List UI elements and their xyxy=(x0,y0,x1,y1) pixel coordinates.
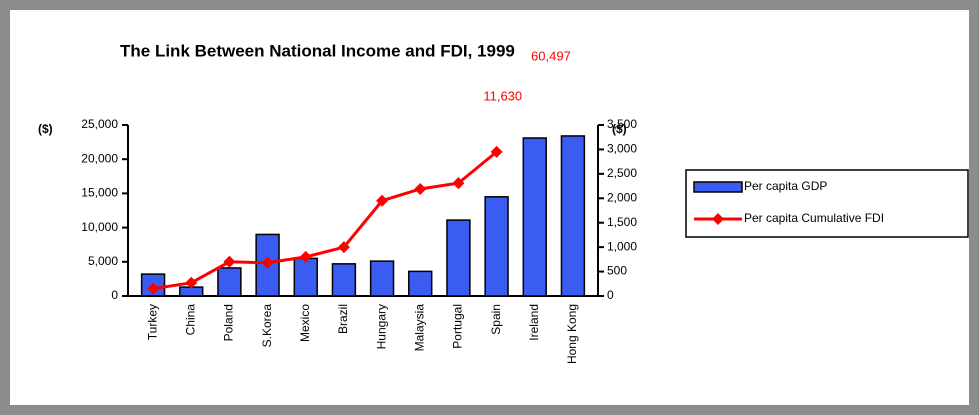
bar xyxy=(369,260,395,297)
bar xyxy=(217,267,242,297)
marker xyxy=(299,250,312,263)
x-tick-label: Mexico xyxy=(298,304,312,342)
chart-title: The Link Between National Income and FDI… xyxy=(120,41,515,60)
y2-tick-label: 500 xyxy=(607,264,627,278)
y-tick-label: 10,000 xyxy=(81,220,118,234)
marker xyxy=(337,241,350,254)
line xyxy=(152,150,498,291)
bar xyxy=(293,257,318,297)
bar xyxy=(408,270,433,297)
x-tick-label: Malaysia xyxy=(412,304,426,352)
x-tick-label: Turkey xyxy=(145,304,159,340)
y-tick-label: 25,000 xyxy=(81,117,118,131)
value-label: 60,497 xyxy=(531,48,571,63)
y2-tick-label: 3,500 xyxy=(607,117,637,131)
marker xyxy=(185,276,198,289)
legend-swatch xyxy=(693,181,743,193)
marker xyxy=(147,282,160,295)
y-tick-label: 15,000 xyxy=(81,186,118,200)
legend-marker xyxy=(712,213,724,225)
marker xyxy=(223,255,236,268)
marker xyxy=(452,177,465,190)
x-tick-label: Hong Kong xyxy=(565,304,579,364)
x-tick-label: Ireland xyxy=(527,304,541,341)
y2-tick-label: 1,500 xyxy=(607,215,637,229)
y2-tick-label: 0 xyxy=(607,288,614,302)
marker xyxy=(261,256,274,269)
x-tick-label: Portugal xyxy=(451,304,465,349)
y2-tick-label: 2,000 xyxy=(607,190,637,204)
x-tick-label: Spain xyxy=(489,304,503,335)
bar xyxy=(560,135,586,297)
y-axis-label: ($) xyxy=(38,122,53,136)
x-tick-label: China xyxy=(183,304,197,336)
y2-tick-label: 3,000 xyxy=(607,142,637,156)
marker xyxy=(490,145,503,158)
bar xyxy=(522,137,547,297)
marker xyxy=(414,183,427,196)
legend-label: Per capita GDP xyxy=(744,179,827,193)
bar xyxy=(446,219,471,297)
value-label: 11,630 xyxy=(483,88,522,103)
x-tick-label: Hungary xyxy=(374,304,388,349)
legend-box xyxy=(685,169,969,238)
bar xyxy=(331,263,357,297)
x-tick-label: Poland xyxy=(222,304,236,341)
x-tick-label: Brazil xyxy=(336,304,350,334)
y-tick-label: 0 xyxy=(111,288,118,302)
y-tick-label: 20,000 xyxy=(81,151,118,165)
bar xyxy=(484,196,509,297)
legend-label: Per capita Cumulative FDI xyxy=(744,211,884,225)
y-tick-label: 5,000 xyxy=(88,254,118,268)
x-tick-label: S.Korea xyxy=(260,304,274,348)
y2-axis-label: ($) xyxy=(612,122,627,136)
y2-tick-label: 1,000 xyxy=(607,239,637,253)
marker xyxy=(376,194,389,207)
y2-tick-label: 2,500 xyxy=(607,166,637,180)
